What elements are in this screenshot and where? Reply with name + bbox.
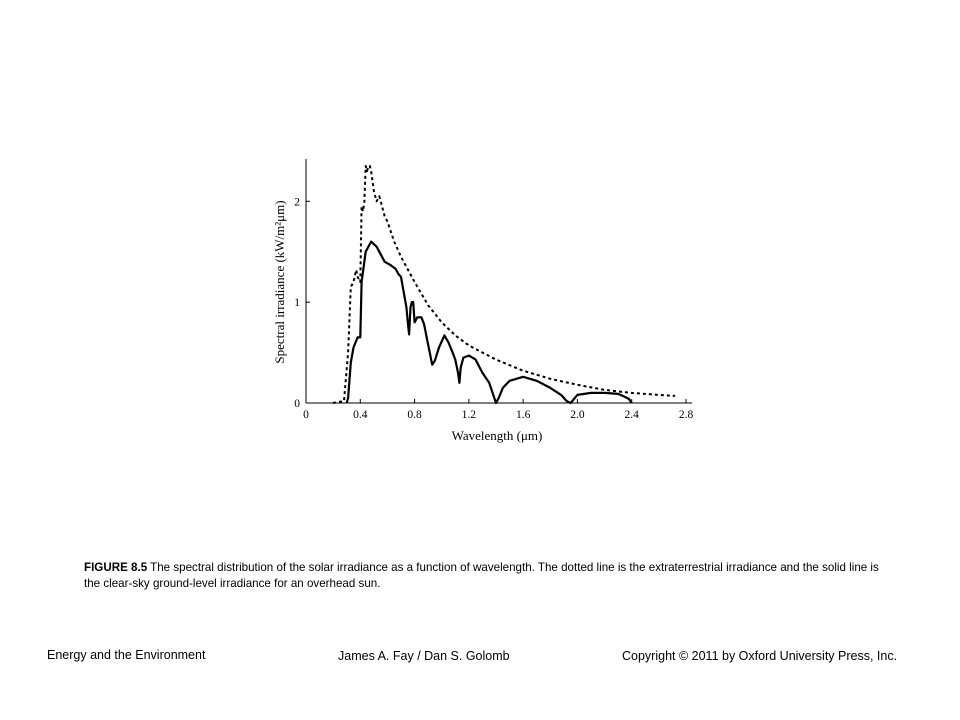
y-tick-label: 2 [294,196,300,208]
x-axis-label: Wavelength (μm) [452,428,543,443]
x-tick-label: 0 [303,409,309,421]
x-tick-label: 2.8 [679,409,694,421]
chart-ticks: 0 0.4 0.8 1.2 1.6 2.0 2.4 2.8 0 1 2 [294,196,693,421]
figure-caption-text: The spectral distribution of the solar i… [84,561,879,590]
footer-authors: James A. Fay / Dan S. Golomb [338,649,510,663]
figure-label: FIGURE 8.5 [84,561,148,574]
spectral-irradiance-chart: 0 0.4 0.8 1.2 1.6 2.0 2.4 2.8 0 1 2 Wavelength (μm… [272,159,693,443]
footer-book-title: Energy and the Environment [47,648,206,662]
x-tick-label: 2.4 [625,409,640,421]
ground-level-irradiance-line [345,240,633,405]
y-tick-label: 1 [294,297,300,309]
figure-caption: FIGURE 8.5 The spectral distribution of … [84,560,884,592]
y-tick-label: 0 [294,398,300,410]
x-tick-label: 0.8 [407,409,422,421]
footer-copyright: Copyright © 2011 by Oxford University Pr… [622,649,898,663]
x-tick-label: 2.0 [570,409,585,421]
chart-series [332,165,676,405]
extraterrestrial-irradiance-line [332,165,676,404]
x-tick-label: 1.2 [462,409,477,421]
x-tick-label: 0.4 [353,409,368,421]
chart-axes [305,159,692,404]
y-axis-label: Spectral irradiance (kW/m²μm) [272,200,287,363]
x-tick-label: 1.6 [516,409,531,421]
